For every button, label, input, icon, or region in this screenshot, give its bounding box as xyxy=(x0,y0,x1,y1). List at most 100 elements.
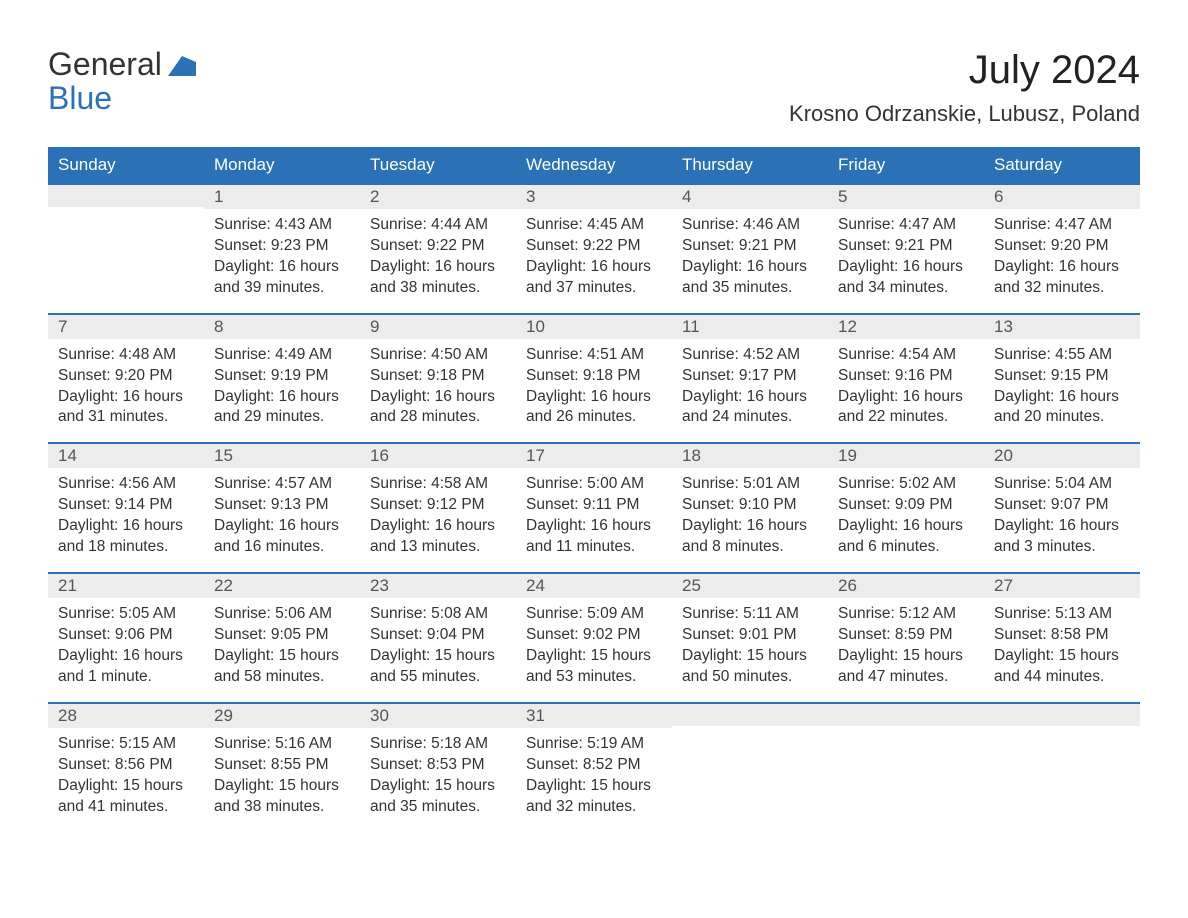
day-number: 6 xyxy=(984,183,1140,209)
dow-sunday: Sunday xyxy=(48,147,204,183)
dow-friday: Friday xyxy=(828,147,984,183)
day-number: 17 xyxy=(516,442,672,468)
day-body: Sunrise: 5:05 AMSunset: 9:06 PMDaylight:… xyxy=(48,598,204,688)
day-d1: Daylight: 15 hours xyxy=(682,646,818,667)
day-number: 28 xyxy=(48,702,204,728)
week-row: 14Sunrise: 4:56 AMSunset: 9:14 PMDayligh… xyxy=(48,442,1140,572)
month-title: July 2024 xyxy=(789,48,1140,93)
day-d2: and 8 minutes. xyxy=(682,537,818,558)
day-body: Sunrise: 5:09 AMSunset: 9:02 PMDaylight:… xyxy=(516,598,672,688)
day-d2: and 58 minutes. xyxy=(214,667,350,688)
day-body: Sunrise: 5:06 AMSunset: 9:05 PMDaylight:… xyxy=(204,598,360,688)
day-body: Sunrise: 4:45 AMSunset: 9:22 PMDaylight:… xyxy=(516,209,672,299)
day-ss: Sunset: 8:55 PM xyxy=(214,755,350,776)
day-sr: Sunrise: 5:16 AM xyxy=(214,734,350,755)
day-body: Sunrise: 4:47 AMSunset: 9:20 PMDaylight:… xyxy=(984,209,1140,299)
day-body: Sunrise: 4:49 AMSunset: 9:19 PMDaylight:… xyxy=(204,339,360,429)
day-ss: Sunset: 9:07 PM xyxy=(994,495,1130,516)
day-d2: and 38 minutes. xyxy=(370,278,506,299)
brand-mark-icon xyxy=(168,56,196,81)
day-sr: Sunrise: 5:15 AM xyxy=(58,734,194,755)
day-ss: Sunset: 9:12 PM xyxy=(370,495,506,516)
day-d1: Daylight: 16 hours xyxy=(214,516,350,537)
day-body: Sunrise: 5:01 AMSunset: 9:10 PMDaylight:… xyxy=(672,468,828,558)
day-number: 19 xyxy=(828,442,984,468)
day-d1: Daylight: 16 hours xyxy=(58,387,194,408)
day-cell: 17Sunrise: 5:00 AMSunset: 9:11 PMDayligh… xyxy=(516,442,672,572)
day-cell: 23Sunrise: 5:08 AMSunset: 9:04 PMDayligh… xyxy=(360,572,516,702)
day-sr: Sunrise: 5:13 AM xyxy=(994,604,1130,625)
day-sr: Sunrise: 4:58 AM xyxy=(370,474,506,495)
week-row: 1Sunrise: 4:43 AMSunset: 9:23 PMDaylight… xyxy=(48,183,1140,313)
day-cell: 30Sunrise: 5:18 AMSunset: 8:53 PMDayligh… xyxy=(360,702,516,832)
day-body: Sunrise: 4:52 AMSunset: 9:17 PMDaylight:… xyxy=(672,339,828,429)
day-d2: and 53 minutes. xyxy=(526,667,662,688)
day-body: Sunrise: 5:15 AMSunset: 8:56 PMDaylight:… xyxy=(48,728,204,818)
day-cell: 10Sunrise: 4:51 AMSunset: 9:18 PMDayligh… xyxy=(516,313,672,443)
day-sr: Sunrise: 5:00 AM xyxy=(526,474,662,495)
day-number: 27 xyxy=(984,572,1140,598)
day-d1: Daylight: 16 hours xyxy=(682,516,818,537)
day-body: Sunrise: 5:12 AMSunset: 8:59 PMDaylight:… xyxy=(828,598,984,688)
day-d2: and 41 minutes. xyxy=(58,797,194,818)
day-d1: Daylight: 16 hours xyxy=(58,646,194,667)
day-cell: 2Sunrise: 4:44 AMSunset: 9:22 PMDaylight… xyxy=(360,183,516,313)
day-d2: and 35 minutes. xyxy=(370,797,506,818)
day-d2: and 18 minutes. xyxy=(58,537,194,558)
day-cell: 4Sunrise: 4:46 AMSunset: 9:21 PMDaylight… xyxy=(672,183,828,313)
day-sr: Sunrise: 5:19 AM xyxy=(526,734,662,755)
location: Krosno Odrzanskie, Lubusz, Poland xyxy=(789,101,1140,127)
dow-header-row: Sunday Monday Tuesday Wednesday Thursday… xyxy=(48,147,1140,183)
dow-monday: Monday xyxy=(204,147,360,183)
day-ss: Sunset: 9:18 PM xyxy=(526,366,662,387)
day-sr: Sunrise: 4:52 AM xyxy=(682,345,818,366)
day-sr: Sunrise: 5:01 AM xyxy=(682,474,818,495)
day-number: 22 xyxy=(204,572,360,598)
day-sr: Sunrise: 4:50 AM xyxy=(370,345,506,366)
day-ss: Sunset: 9:21 PM xyxy=(838,236,974,257)
day-cell: 16Sunrise: 4:58 AMSunset: 9:12 PMDayligh… xyxy=(360,442,516,572)
day-body: Sunrise: 4:56 AMSunset: 9:14 PMDaylight:… xyxy=(48,468,204,558)
day-d2: and 39 minutes. xyxy=(214,278,350,299)
day-ss: Sunset: 9:04 PM xyxy=(370,625,506,646)
day-ss: Sunset: 9:20 PM xyxy=(994,236,1130,257)
day-cell: 24Sunrise: 5:09 AMSunset: 9:02 PMDayligh… xyxy=(516,572,672,702)
day-cell xyxy=(984,702,1140,832)
day-d2: and 22 minutes. xyxy=(838,407,974,428)
day-d1: Daylight: 16 hours xyxy=(682,387,818,408)
day-sr: Sunrise: 5:08 AM xyxy=(370,604,506,625)
day-d2: and 29 minutes. xyxy=(214,407,350,428)
day-body: Sunrise: 4:44 AMSunset: 9:22 PMDaylight:… xyxy=(360,209,516,299)
day-cell: 6Sunrise: 4:47 AMSunset: 9:20 PMDaylight… xyxy=(984,183,1140,313)
day-ss: Sunset: 9:05 PM xyxy=(214,625,350,646)
day-d2: and 32 minutes. xyxy=(994,278,1130,299)
day-cell: 1Sunrise: 4:43 AMSunset: 9:23 PMDaylight… xyxy=(204,183,360,313)
day-body: Sunrise: 4:43 AMSunset: 9:23 PMDaylight:… xyxy=(204,209,360,299)
day-number: 23 xyxy=(360,572,516,598)
dow-saturday: Saturday xyxy=(984,147,1140,183)
day-ss: Sunset: 8:53 PM xyxy=(370,755,506,776)
day-cell: 5Sunrise: 4:47 AMSunset: 9:21 PMDaylight… xyxy=(828,183,984,313)
day-sr: Sunrise: 5:02 AM xyxy=(838,474,974,495)
day-body: Sunrise: 5:13 AMSunset: 8:58 PMDaylight:… xyxy=(984,598,1140,688)
day-body: Sunrise: 4:47 AMSunset: 9:21 PMDaylight:… xyxy=(828,209,984,299)
day-d1: Daylight: 16 hours xyxy=(838,516,974,537)
day-number: 24 xyxy=(516,572,672,598)
day-d2: and 26 minutes. xyxy=(526,407,662,428)
week-row: 7Sunrise: 4:48 AMSunset: 9:20 PMDaylight… xyxy=(48,313,1140,443)
day-ss: Sunset: 8:58 PM xyxy=(994,625,1130,646)
day-cell: 21Sunrise: 5:05 AMSunset: 9:06 PMDayligh… xyxy=(48,572,204,702)
day-d1: Daylight: 15 hours xyxy=(526,776,662,797)
day-ss: Sunset: 9:01 PM xyxy=(682,625,818,646)
day-number: 18 xyxy=(672,442,828,468)
day-number: 1 xyxy=(204,183,360,209)
day-ss: Sunset: 9:14 PM xyxy=(58,495,194,516)
day-ss: Sunset: 8:52 PM xyxy=(526,755,662,776)
day-cell: 25Sunrise: 5:11 AMSunset: 9:01 PMDayligh… xyxy=(672,572,828,702)
day-ss: Sunset: 9:17 PM xyxy=(682,366,818,387)
day-body: Sunrise: 4:50 AMSunset: 9:18 PMDaylight:… xyxy=(360,339,516,429)
day-ss: Sunset: 9:19 PM xyxy=(214,366,350,387)
day-d2: and 38 minutes. xyxy=(214,797,350,818)
day-d2: and 55 minutes. xyxy=(370,667,506,688)
day-cell: 8Sunrise: 4:49 AMSunset: 9:19 PMDaylight… xyxy=(204,313,360,443)
